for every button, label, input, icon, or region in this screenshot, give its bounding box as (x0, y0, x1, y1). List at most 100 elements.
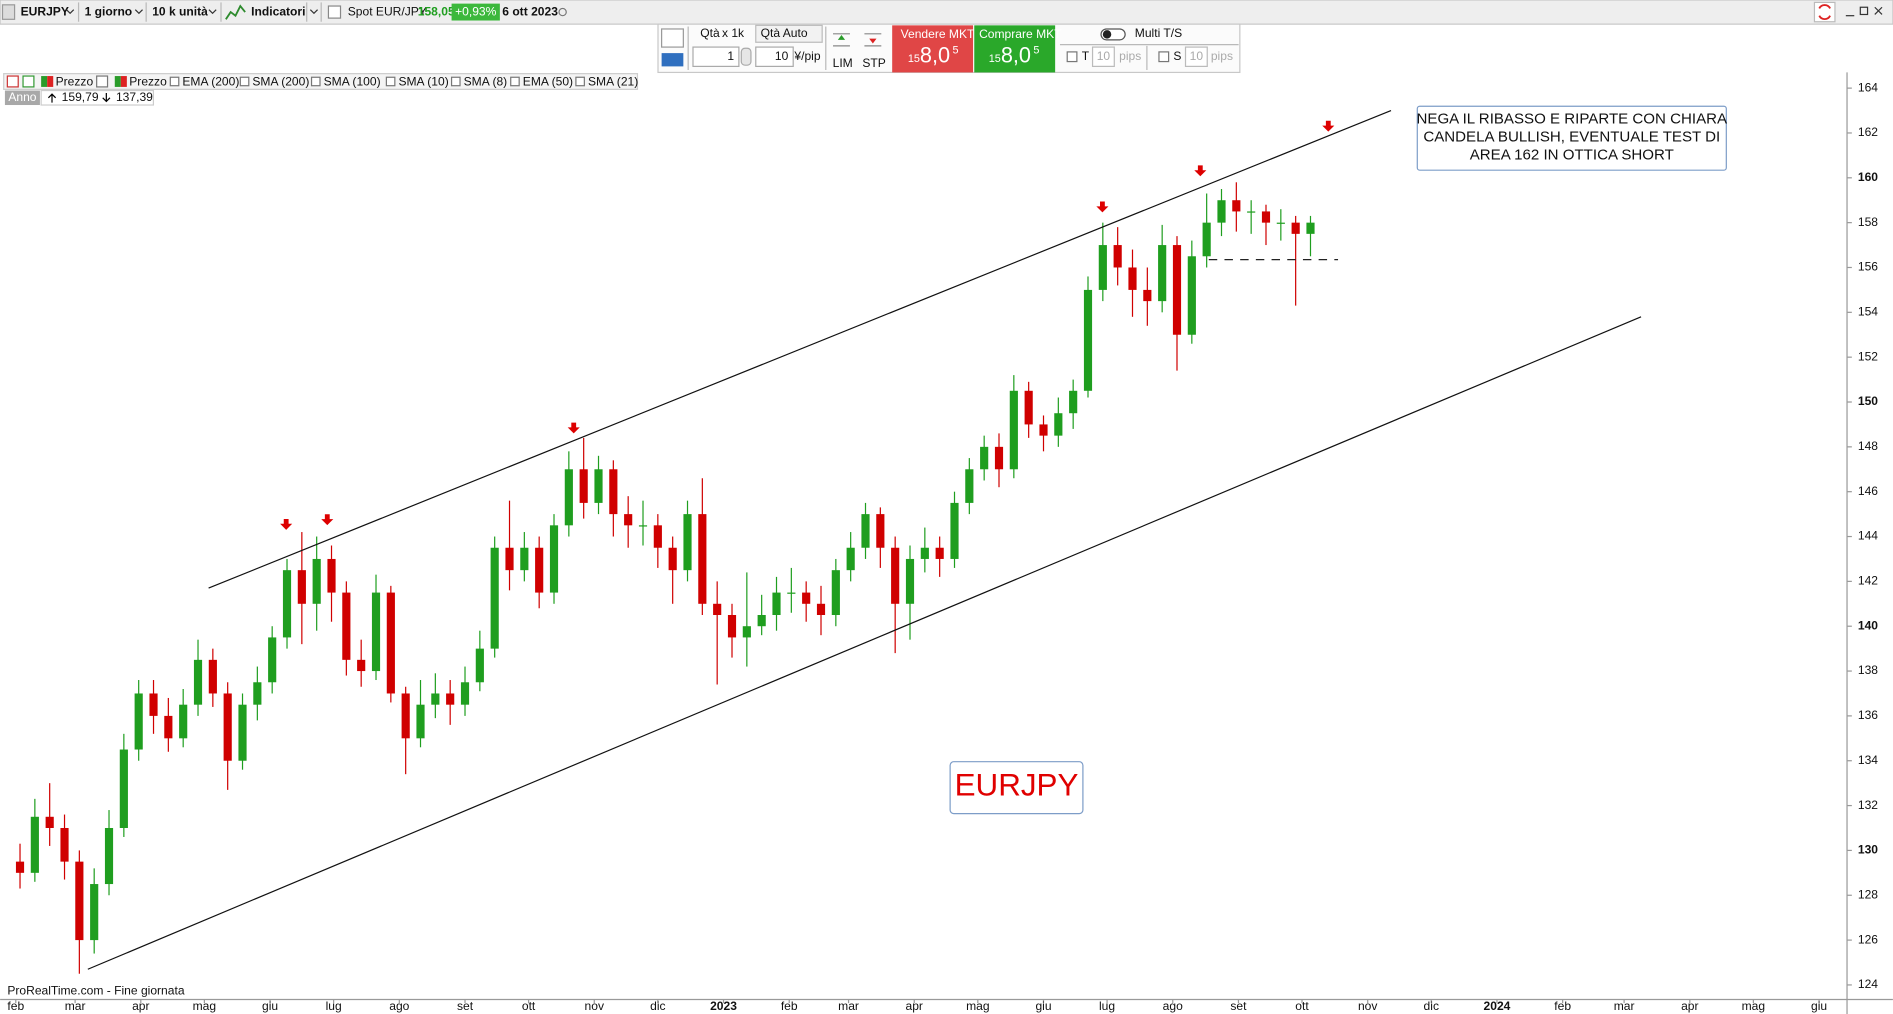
spinner[interactable] (740, 47, 752, 66)
indicator-icon[interactable] (96, 75, 109, 88)
dropdown[interactable] (309, 9, 319, 15)
sell-pip[interactable]: 5 (953, 45, 959, 57)
candle-body (713, 603, 722, 616)
candle-body (253, 682, 262, 705)
candle-body (1306, 222, 1315, 234)
arrow-marker (1322, 120, 1335, 132)
buy-button[interactable] (974, 25, 1056, 73)
x-tick-label: dic (650, 999, 665, 1013)
indicator-item[interactable]: EMA (200) (182, 74, 239, 88)
candle-body (1172, 245, 1182, 335)
buy-pip[interactable]: 5 (1033, 45, 1039, 57)
lim-icon[interactable] (833, 33, 850, 47)
pip-qty[interactable]: 10 (775, 49, 789, 63)
symbol[interactable]: EURJPY (21, 4, 69, 18)
indicator-item[interactable]: SMA (8) (464, 74, 508, 88)
x-tick-label: feb (7, 999, 24, 1013)
indicator-checkbox[interactable] (385, 76, 396, 87)
qty[interactable]: 1 (727, 49, 734, 63)
y-tick-label: 136 (1858, 708, 1878, 722)
y-tick-label: 162 (1858, 125, 1878, 139)
keyboard-button[interactable] (661, 53, 684, 67)
buy-label[interactable]: Comprare MKT (979, 27, 1062, 41)
candle-body (1202, 222, 1211, 257)
indicators[interactable]: Indicatori (251, 4, 305, 18)
price-swatch (114, 76, 121, 87)
sell-label[interactable]: Vendere MKT (901, 27, 975, 41)
info-icon[interactable] (327, 5, 342, 19)
indicator-checkbox[interactable] (510, 76, 520, 87)
indicator-icon[interactable] (6, 75, 19, 88)
indicator-item[interactable]: SMA (10) (398, 74, 448, 88)
symbol-label: EURJPY (955, 767, 1079, 802)
dropdown[interactable] (208, 9, 217, 15)
close[interactable] (1874, 6, 1883, 15)
y-tick-label: 132 (1858, 798, 1878, 812)
indicator-checkbox[interactable] (310, 76, 321, 87)
t-value[interactable]: 10 (1097, 49, 1111, 63)
candle-body (460, 682, 470, 705)
candle-body (802, 592, 811, 604)
s-checkbox[interactable] (1158, 51, 1170, 63)
candle-body (1009, 390, 1018, 470)
y-tick-label: 128 (1858, 887, 1878, 901)
candle-body (831, 570, 840, 616)
lim-arrow (837, 35, 846, 40)
qty-auto-button[interactable] (755, 24, 823, 43)
indicator-item[interactable]: Prezzo (56, 74, 94, 88)
x-tick-label: ott (1295, 999, 1309, 1013)
range-low: 137,39 (116, 90, 153, 104)
t-input[interactable] (1091, 46, 1115, 67)
candle-body (994, 446, 1004, 470)
candle-body (624, 514, 633, 526)
candle-body (297, 570, 306, 604)
candle-body (980, 446, 989, 470)
indicators-icon[interactable] (225, 4, 246, 20)
indicator-icon[interactable] (22, 75, 35, 88)
candle-body (579, 469, 588, 503)
qty-input[interactable] (692, 46, 740, 67)
buy-main[interactable]: 8,0 (1001, 42, 1031, 67)
size[interactable]: 10 k unità (152, 4, 208, 18)
period[interactable]: 1 giorno (85, 4, 133, 18)
x-tick-label: set (457, 999, 474, 1013)
candle-body (386, 592, 395, 694)
candle-body (861, 514, 870, 548)
dropdown[interactable] (66, 9, 75, 15)
y-tick-label: 148 (1858, 439, 1878, 453)
restore[interactable] (1859, 6, 1869, 16)
s-value[interactable]: 10 (1190, 49, 1204, 63)
y-tick-label: 140 (1858, 618, 1878, 632)
indicator-checkbox[interactable] (169, 76, 180, 87)
sell-button[interactable] (892, 25, 974, 73)
candle-body (891, 547, 900, 604)
stp-icon[interactable] (864, 33, 882, 47)
indicator-item[interactable]: SMA (200) (252, 74, 309, 88)
range-label: Anno (8, 90, 36, 104)
stp[interactable]: STP (862, 56, 885, 70)
indicator-checkbox[interactable] (450, 76, 461, 87)
y-tick-label: 152 (1858, 349, 1878, 363)
toolbar-icon[interactable] (1, 4, 16, 20)
sell-big[interactable]: 15 (908, 53, 920, 65)
sell-main[interactable]: 8,0 (920, 42, 950, 67)
indicator-item[interactable]: Prezzo (129, 74, 167, 88)
up-arrow (47, 93, 57, 103)
range-high: 159,79 (62, 90, 99, 104)
indicator-item[interactable]: SMA (100) (324, 74, 381, 88)
indicator-checkbox[interactable] (239, 76, 250, 87)
pip-input[interactable] (755, 46, 794, 67)
candle-body (268, 637, 277, 683)
indicator-item[interactable]: EMA (50) (523, 74, 573, 88)
indicator-checkbox[interactable] (575, 76, 585, 87)
indicator-item[interactable]: SMA (21) (588, 74, 638, 88)
lim[interactable]: LIM (833, 56, 853, 70)
candle-body (104, 827, 114, 885)
settings-button[interactable] (661, 28, 684, 48)
y-tick-label: 150 (1858, 394, 1878, 408)
qty-auto[interactable]: Qtà Auto (761, 26, 808, 40)
dropdown[interactable] (134, 9, 143, 15)
t-checkbox[interactable] (1066, 51, 1078, 63)
buy-big[interactable]: 15 (989, 53, 1001, 65)
s-input[interactable] (1184, 46, 1208, 67)
